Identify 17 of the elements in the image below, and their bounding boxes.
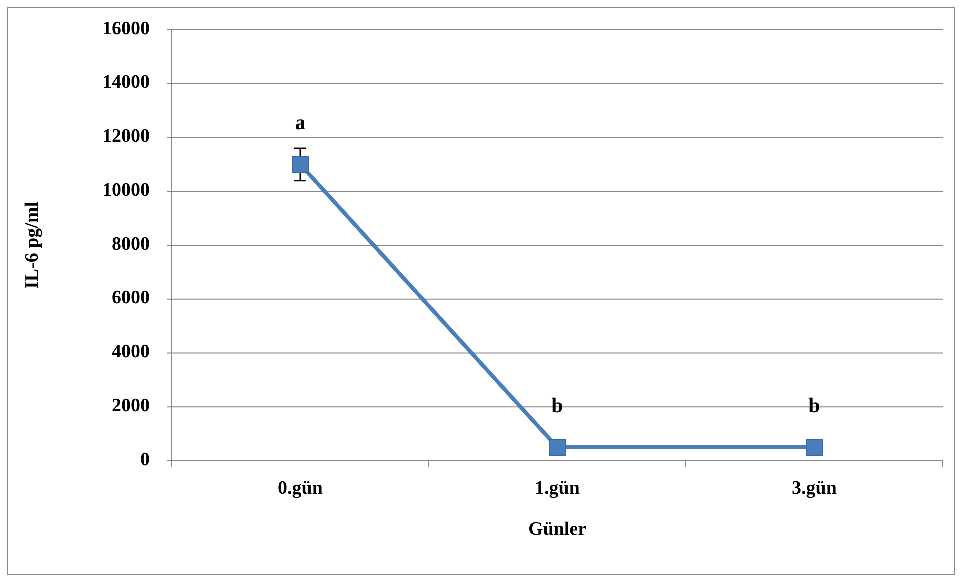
- y-axis-title: IL-6 pg/ml: [22, 202, 43, 290]
- y-tick-label: 4000: [112, 342, 150, 363]
- annotation: b: [552, 393, 564, 418]
- y-tick-label: 16000: [102, 18, 150, 40]
- x-axis-title: Günler: [528, 519, 588, 540]
- y-tick-label: 10000: [102, 180, 150, 201]
- y-tick-label: 6000: [112, 288, 150, 309]
- y-tick-label: 8000: [112, 234, 150, 255]
- y-tick-label: 2000: [112, 395, 150, 416]
- annotation: a: [295, 110, 306, 134]
- x-tick-label: 3.gün: [792, 478, 838, 499]
- y-tick-label: 0: [140, 449, 150, 470]
- y-tick-label: 14000: [102, 72, 150, 94]
- annotation: b: [808, 393, 820, 418]
- x-tick-label: 0.gün: [278, 478, 324, 499]
- y-tick-label: 12000: [102, 126, 150, 148]
- x-tick-label: 1.gün: [535, 478, 580, 499]
